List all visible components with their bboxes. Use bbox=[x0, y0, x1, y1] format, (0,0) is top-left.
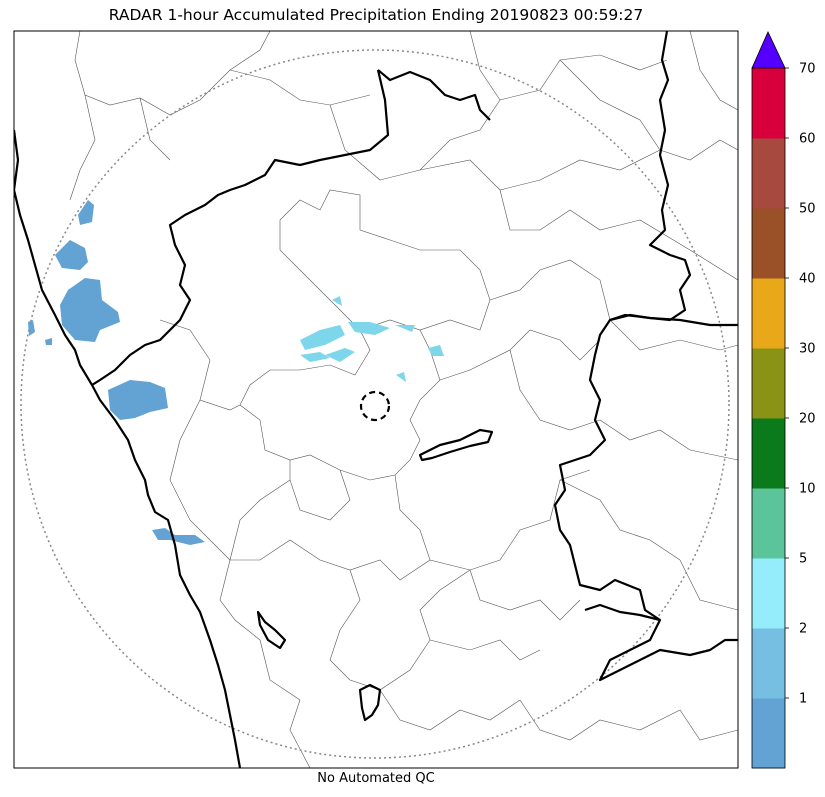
district-boundaries bbox=[69, 31, 738, 768]
precipitation-echoes bbox=[28, 200, 444, 545]
colorbar-band bbox=[752, 418, 785, 489]
colorbar-extend-arrow bbox=[751, 31, 786, 69]
radar-range-ring bbox=[20, 49, 730, 759]
colorbar-band bbox=[752, 488, 785, 559]
colorbar-tick-label: 40 bbox=[799, 272, 816, 287]
colorbar-tick-label: 1 bbox=[799, 692, 807, 707]
colorbar-tick-label: 5 bbox=[799, 552, 807, 567]
colorbar-band bbox=[752, 208, 785, 279]
radar-site-marker bbox=[359, 390, 391, 422]
colorbar-tick-label: 60 bbox=[799, 132, 816, 147]
colorbar-band bbox=[752, 698, 785, 769]
colorbar-band bbox=[752, 348, 785, 419]
colorbar-band bbox=[752, 278, 785, 349]
map-content bbox=[14, 31, 738, 768]
colorbar-band bbox=[752, 68, 785, 139]
map-title: RADAR 1-hour Accumulated Precipitation E… bbox=[108, 6, 644, 24]
colorbar-tick-label: 70 bbox=[799, 62, 816, 77]
colorbar-band bbox=[752, 558, 785, 629]
colorbar-tick-label: 30 bbox=[799, 342, 816, 357]
colorbar-tick-label: 2 bbox=[799, 622, 807, 637]
state-borders bbox=[14, 31, 738, 768]
colorbar: 1 2 5 10 20 30 40 50 60 70 bbox=[751, 31, 816, 769]
colorbar-tick-label: 10 bbox=[799, 482, 816, 497]
qc-note: No Automated QC bbox=[317, 771, 435, 786]
colorbar-band bbox=[752, 628, 785, 699]
colorbar-tick-label: 50 bbox=[799, 202, 816, 217]
map-frame bbox=[13, 30, 739, 769]
colorbar-band bbox=[752, 138, 785, 209]
colorbar-tick-label: 20 bbox=[799, 412, 816, 427]
